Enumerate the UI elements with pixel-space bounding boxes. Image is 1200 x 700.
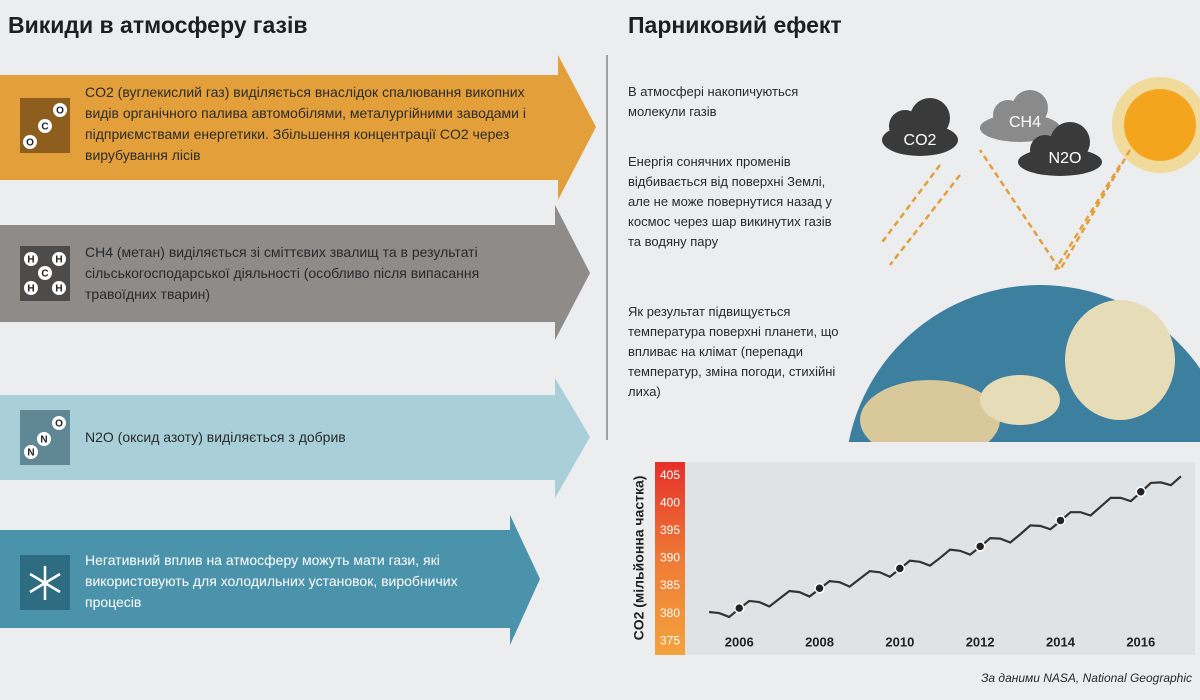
cloud [882,98,958,156]
atom-label: H [27,255,34,266]
y-tick-label: 395 [660,523,680,537]
atom [23,135,37,149]
paragraph: Як результат підвищується температура по… [628,304,839,399]
atom [53,103,67,117]
arrow [0,55,596,200]
chart: 375 380 385 390 395 400 405 2006 2008 2010 2012 201… [660,468,1182,649]
x-tick-label: 2012 [966,634,995,649]
point [1055,515,1066,526]
cloud-label: N2O [1048,150,1082,167]
atom [38,266,52,280]
y-tick-label: 400 [660,496,680,510]
point [974,541,986,552]
footer: За даними NASA, National Geographic [981,671,1192,685]
snowflake [29,566,61,600]
atom [24,281,38,295]
scale-band [655,462,685,655]
x-tick-label: 2006 [725,634,754,649]
point [894,563,906,574]
atom-label: O [55,419,63,430]
atom [37,432,51,446]
atom-label: H [27,284,34,295]
atom-label: O [56,106,64,117]
arrow [0,378,590,498]
x-tick-label: 2010 [885,634,914,649]
atom-label: H [55,255,62,266]
y-tick-label: 390 [660,551,680,565]
section-title: Викиди в атмосферу газів [8,12,308,38]
section-title: Парниковий ефект [628,12,842,38]
atom-label: N [27,448,34,459]
point [814,583,825,594]
y-tick-label: 405 [660,468,680,482]
point [1135,486,1147,498]
item-text: CH4 (метан) виділяється зі сміттєвих зва… [85,244,480,302]
item-text: N2O (оксид азоту) виділяється з добрив [85,429,346,445]
cloud-label: CH4 [1008,114,1041,131]
paragraph: Енергія сонячних променів відбивається в… [628,154,832,249]
atom [52,416,66,430]
arrow [0,515,540,645]
plot-area [655,462,1195,655]
cloud [1018,122,1102,176]
x-tick-label: 2008 [805,634,834,649]
cloud [980,90,1060,142]
atom [52,281,66,295]
atom [38,119,52,133]
point [733,602,745,614]
atom [24,252,38,266]
globe [848,285,1200,442]
atom-label: C [41,122,48,133]
arrow [0,205,590,340]
y-axis-label: CO2 (мільйонна частка) [631,476,647,641]
item-text: Негативний вплив на атмосферу можуть мат… [85,552,458,610]
line [708,475,1182,619]
atom [24,445,38,459]
atom-label: N [40,435,47,446]
atom [52,252,66,266]
paragraph: В атмосфері накопичуються молекули газів [628,84,799,119]
atom-label: H [55,284,62,295]
cloud-label: CO2 [903,132,937,149]
atom-label: O [26,138,34,149]
y-tick-label: 385 [660,578,680,592]
x-tick-label: 2014 [1046,634,1076,649]
x-tick-label: 2016 [1126,634,1155,649]
atom-label: C [41,269,48,280]
y-tick-label: 375 [660,633,680,647]
sun [1112,77,1200,173]
y-tick-label: 380 [660,606,680,620]
item-text: CO2 (вуглекислий газ) виділяється внаслі… [85,84,527,163]
ray [879,149,1132,273]
